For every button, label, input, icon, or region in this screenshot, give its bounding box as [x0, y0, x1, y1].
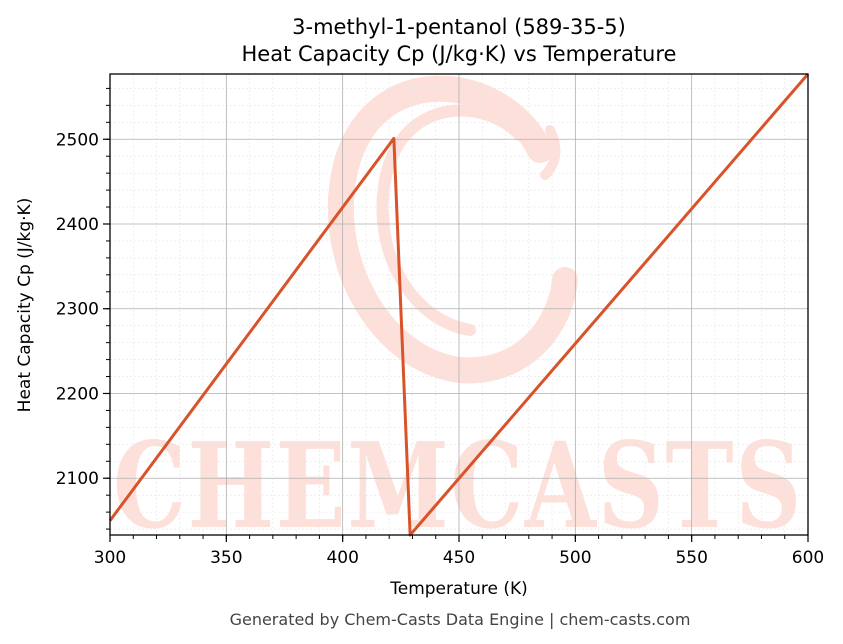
y-tick-label: 2500 [56, 130, 99, 150]
x-tick-label: 300 [94, 548, 126, 568]
x-tick-label: 550 [675, 548, 707, 568]
x-tick-label: 600 [792, 548, 824, 568]
x-axis-label: Temperature (K) [389, 579, 528, 599]
watermark: CHEMCASTS [113, 75, 803, 555]
x-tick-label: 350 [210, 548, 242, 568]
y-tick-label: 2100 [56, 469, 99, 489]
y-axis-label: Heat Capacity Cp (J/kg·K) [15, 198, 35, 413]
watermark-text: CHEMCASTS [113, 416, 803, 555]
series-line-cp [108, 73, 810, 537]
watermark-logo-swirl [327, 75, 578, 384]
chart-title-line1: 3-methyl-1-pentanol (589-35-5) [292, 15, 626, 39]
x-axis-ticks: 300 350 400 450 500 550 600 [94, 535, 824, 568]
footer-credit: Generated by Chem-Casts Data Engine | ch… [230, 610, 691, 629]
x-tick-label: 400 [326, 548, 358, 568]
major-gridlines [109, 74, 809, 535]
x-tick-label: 500 [559, 548, 591, 568]
y-tick-label: 2200 [56, 384, 99, 404]
x-tick-label: 450 [443, 548, 475, 568]
chart-title-line2: Heat Capacity Cp (J/kg·K) vs Temperature [242, 42, 677, 66]
y-tick-label: 2300 [56, 300, 99, 320]
y-tick-label: 2400 [56, 215, 99, 235]
y-axis-ticks: 2100 2200 2300 2400 2500 [56, 87, 110, 530]
